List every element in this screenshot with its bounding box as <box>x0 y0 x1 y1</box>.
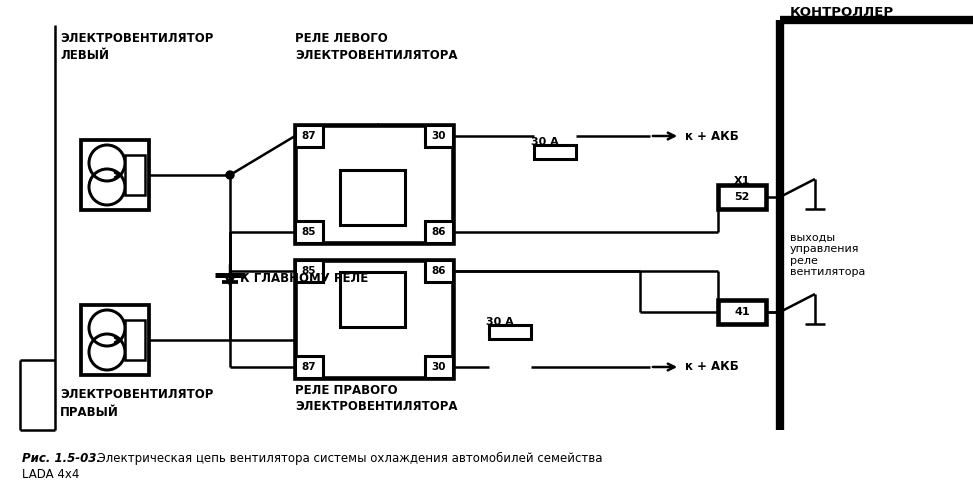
Text: X1: X1 <box>734 176 750 186</box>
Bar <box>425 356 453 378</box>
Bar <box>295 356 323 378</box>
Text: 87: 87 <box>302 131 316 141</box>
Bar <box>425 260 453 282</box>
Text: 30 А: 30 А <box>531 137 559 147</box>
Bar <box>81 305 149 375</box>
Bar <box>718 300 766 324</box>
Text: 41: 41 <box>735 307 750 317</box>
Text: ЭЛЕКТРОВЕНТИЛЯТОР: ЭЛЕКТРОВЕНТИЛЯТОР <box>60 388 213 401</box>
Bar <box>534 145 576 159</box>
Bar <box>81 140 149 210</box>
Bar <box>295 125 453 243</box>
Text: LADA 4x4: LADA 4x4 <box>22 468 80 481</box>
Bar <box>125 320 145 360</box>
Text: КОНТРОЛЛЕР: КОНТРОЛЛЕР <box>790 5 894 18</box>
Text: 85: 85 <box>302 266 316 276</box>
Text: 85: 85 <box>302 227 316 237</box>
Bar <box>340 272 405 327</box>
Text: ЭЛЕКТРОВЕНТИЛЯТОРА: ЭЛЕКТРОВЕНТИЛЯТОРА <box>295 400 457 413</box>
Bar <box>125 155 145 195</box>
Bar <box>295 260 453 378</box>
Bar <box>425 125 453 147</box>
Text: Электрическая цепь вентилятора системы охлаждения автомобилей семейства: Электрическая цепь вентилятора системы о… <box>90 452 602 465</box>
Text: ЛЕВЫЙ: ЛЕВЫЙ <box>60 48 109 61</box>
Text: к + АКБ: к + АКБ <box>685 361 739 374</box>
Text: К ГЛАВНОМУ РЕЛЕ: К ГЛАВНОМУ РЕЛЕ <box>240 271 368 284</box>
Text: 52: 52 <box>735 192 749 202</box>
Text: 30 А: 30 А <box>486 317 514 327</box>
Text: ЭЛЕКТРОВЕНТИЛЯТОР: ЭЛЕКТРОВЕНТИЛЯТОР <box>60 31 213 44</box>
Text: РЕЛЕ ЛЕВОГО: РЕЛЕ ЛЕВОГО <box>295 31 388 44</box>
Bar <box>295 221 323 243</box>
Text: РЕЛЕ ПРАВОГО: РЕЛЕ ПРАВОГО <box>295 383 398 396</box>
Bar <box>295 260 323 282</box>
Bar <box>425 221 453 243</box>
Text: к + АКБ: к + АКБ <box>685 129 739 142</box>
Text: Рис. 1.5-03.: Рис. 1.5-03. <box>22 452 101 465</box>
Text: 30: 30 <box>432 131 447 141</box>
Text: 30: 30 <box>432 362 447 372</box>
Text: 87: 87 <box>302 362 316 372</box>
Text: ЭЛЕКТРОВЕНТИЛЯТОРА: ЭЛЕКТРОВЕНТИЛЯТОРА <box>295 48 457 61</box>
Circle shape <box>226 171 234 179</box>
Text: 86: 86 <box>432 266 447 276</box>
Bar <box>718 185 766 209</box>
Bar <box>489 325 531 339</box>
Bar <box>340 170 405 225</box>
Text: 86: 86 <box>432 227 447 237</box>
Text: выходы
управления
реле
вентилятора: выходы управления реле вентилятора <box>790 233 865 277</box>
Text: ПРАВЫЙ: ПРАВЫЙ <box>60 405 119 418</box>
Bar <box>295 125 323 147</box>
